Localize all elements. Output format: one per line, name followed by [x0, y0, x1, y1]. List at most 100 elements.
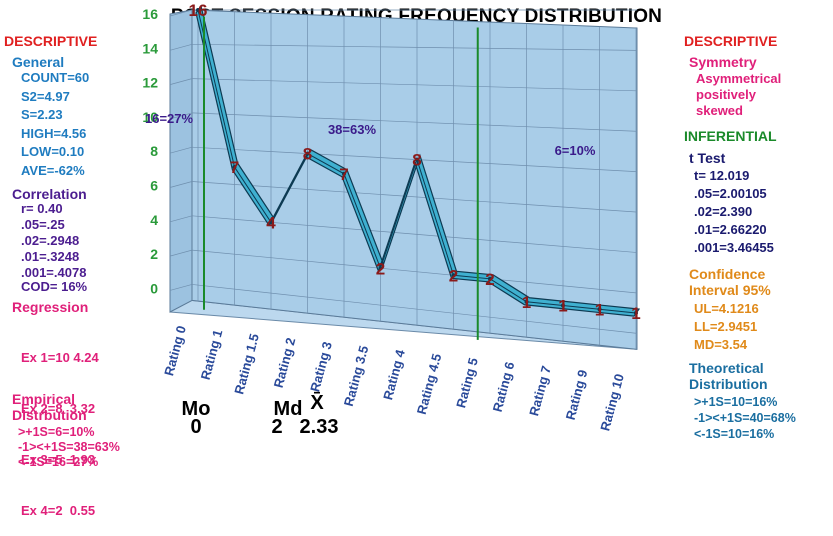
data-point [561, 303, 565, 308]
data-point [597, 307, 602, 312]
data-label: 2 [376, 259, 385, 278]
y-tick-label: 10 [142, 109, 158, 125]
theoretical-header-line: Distribution [689, 376, 768, 392]
data-point [415, 157, 419, 162]
category-label: Rating 9 [563, 368, 591, 421]
region-label: 16=27% [145, 111, 194, 126]
symmetry-item: positively [696, 87, 756, 102]
empirical-header-line: Empirical [12, 391, 76, 407]
region-label: 38=63% [328, 122, 377, 137]
ttest-item: .01=2.66220 [694, 222, 767, 237]
data-point [378, 266, 383, 271]
general-item: HIGH=4.56 [21, 125, 87, 141]
y-tick-label: 12 [142, 75, 158, 91]
theoretical-item: -1><+1S=40=68% [694, 411, 796, 425]
correlation-item: r= 0.40 [21, 201, 63, 216]
y-tick-label: 0 [150, 280, 158, 296]
data-point [524, 299, 529, 304]
category-label: Rating 4 [380, 347, 408, 401]
general-item: S2=4.97 [21, 88, 70, 104]
data-label: 8 [412, 151, 421, 170]
data-label: 4 [266, 213, 276, 232]
data-label: 2 [449, 266, 458, 285]
general-item: LOW=0.10 [21, 144, 85, 159]
theoretical-header: Theoretical Distribution [689, 360, 768, 392]
category-label: Rating 3 [307, 340, 335, 393]
symmetry-header: Symmetry [689, 54, 757, 70]
confidence-item: MD=3.54 [694, 337, 748, 352]
mean-label: X̄ [310, 392, 324, 414]
y-tick-label: 6 [150, 178, 158, 194]
theoretical-header-line: Theoretical [689, 360, 764, 376]
ttest-header: t Test [689, 150, 726, 166]
gridline-side [169, 78, 193, 85]
data-point [196, 8, 200, 12]
regression-item: Ex 1=10 4.24 [21, 350, 99, 365]
data-point [451, 273, 456, 278]
confidence-item: UL=4.1216 [694, 301, 759, 316]
confidence-header: Confidence Interval 95% [689, 266, 771, 298]
ttest-list: t= 12.019 .05=2.00105 .02=2.390 .01=2.66… [694, 167, 774, 257]
confidence-header-line: Confidence [689, 266, 766, 282]
regression-item: Ex 4=2 0.55 [21, 503, 96, 518]
ttest-item: t= 12.019 [694, 168, 750, 183]
gridline-side [169, 9, 193, 17]
data-label: 7 [230, 158, 239, 177]
mode-label: Mo [181, 398, 211, 420]
median-label: Md [273, 398, 303, 420]
symmetry-item: Asymmetrical [696, 71, 782, 86]
empirical-item: -1><+1S=38=63% [18, 440, 120, 454]
theoretical-item: <-1S=10=16% [694, 427, 775, 441]
category-label: Rating 3.5 [341, 344, 372, 408]
gridline-side [169, 181, 193, 188]
gridline-side [169, 215, 193, 223]
symmetry-item: skewed [696, 103, 743, 118]
regression-item: Ex 3=5 1.93 [21, 452, 96, 467]
ttest-item: .001=3.46455 [694, 240, 774, 255]
gridline-side [169, 146, 193, 154]
general-header: General [12, 54, 65, 70]
data-point [232, 164, 237, 169]
data-point [342, 171, 346, 176]
general-item: S=2.23 [21, 107, 63, 122]
data-label: 1 [522, 293, 531, 312]
y-tick-label: 2 [150, 246, 158, 262]
y-tick-label: 4 [150, 212, 158, 228]
data-label: 8 [303, 145, 312, 164]
category-label: Rating 2 [271, 336, 299, 389]
data-label: 16 [189, 1, 208, 20]
data-point [488, 276, 492, 281]
mean-value: 2.33 [299, 416, 339, 438]
correlation-list: r= 0.40 .05=.25 .02=.2948 .01=.3248 .001… [21, 201, 86, 281]
confidence-item: LL=2.9451 [694, 319, 758, 334]
confidence-header-line: Interval 95% [689, 282, 771, 298]
symmetry-list: Asymmetrical positively skewed [696, 71, 781, 119]
data-label: 1 [558, 297, 567, 316]
category-label: Rating 0 [161, 324, 189, 377]
theoretical-item: >+1S=10=16% [694, 395, 778, 409]
left-descriptive-header: DESCRIPTIVE [4, 33, 98, 49]
correlation-item: .001=.4078 [21, 265, 87, 280]
correlation-item: .05=.25 [21, 217, 65, 232]
general-item: AVE=-62% [21, 162, 85, 178]
data-point [634, 311, 638, 316]
category-label: Rating 7 [526, 364, 554, 417]
data-point [269, 220, 273, 225]
gridline-side [169, 112, 193, 120]
general-list: COUNT=60 S2=4.97 S=2.23 HIGH=4.56 LOW=0.… [21, 69, 89, 180]
y-tick-label: 16 [142, 6, 158, 22]
median-value: 2 [271, 416, 283, 438]
category-label: Rating 10 [597, 372, 627, 432]
mode-value: 0 [190, 416, 202, 438]
cod-value: COD= 16% [21, 279, 88, 294]
empirical-item: <-1S=16=27% [18, 455, 99, 469]
chart-back-wall [191, 9, 638, 350]
gridline-side [169, 43, 193, 51]
category-label: Rating 6 [490, 360, 518, 413]
empirical-header-line: Distrbution [12, 407, 87, 423]
region-label: 6=10% [555, 143, 596, 158]
gridline-side [169, 284, 193, 291]
category-label: Rating 4.5 [414, 352, 445, 416]
category-label: Rating 1 [198, 328, 226, 381]
ttest-item: .05=2.00105 [694, 186, 767, 201]
